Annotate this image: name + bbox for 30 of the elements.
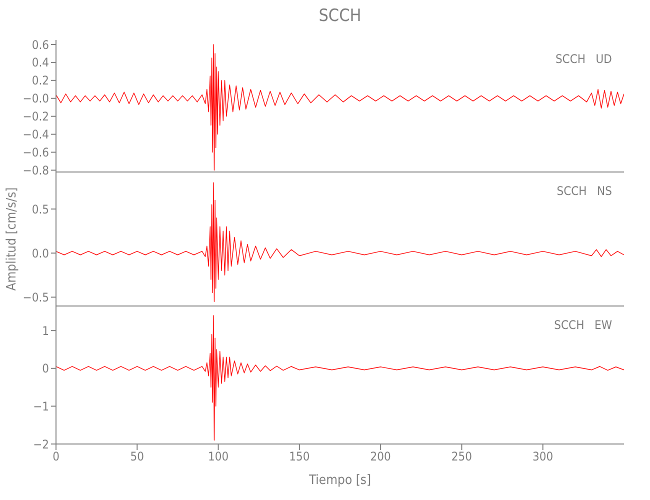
y-tick-label: 0 <box>42 362 50 376</box>
chart-title: SCCH <box>318 6 362 26</box>
x-axis-title: Tiempo [s] <box>308 473 372 488</box>
x-tick-label: 300 <box>532 450 554 464</box>
y-tick-label: −0.6 <box>22 146 50 160</box>
y-tick-label: −0.8 <box>22 163 50 178</box>
x-tick-label: 100 <box>208 450 229 464</box>
y-tick-label: −0.4 <box>22 128 50 142</box>
y-tick-label: 0.2 <box>32 74 49 88</box>
y-axis-title: Amplitud [cm/s/s] <box>4 187 20 291</box>
y-tick-label: 0.6 <box>32 38 50 52</box>
y-tick-label: −0.5 <box>22 290 49 304</box>
x-tick-label: 200 <box>370 450 391 464</box>
x-tick-label: 0 <box>52 450 60 464</box>
y-tick-label: −1 <box>33 399 49 414</box>
x-tick-label: 50 <box>130 450 144 464</box>
y-tick-label: −0.0 <box>22 92 50 106</box>
x-tick-label: 250 <box>451 450 472 464</box>
y-tick-label: −0.2 <box>22 110 49 124</box>
y-tick-label: 0.0 <box>32 246 50 260</box>
line-series <box>56 182 624 302</box>
annotation: SCCH UD <box>555 52 612 66</box>
y-tick-label: 0.4 <box>32 56 50 70</box>
line-series <box>56 315 624 441</box>
annotation: SCCH NS <box>556 184 612 198</box>
y-tick-label: 0.5 <box>32 202 49 216</box>
annotation: SCCH EW <box>554 318 612 332</box>
x-tick-label: 150 <box>289 450 310 464</box>
y-tick-label: 1 <box>42 324 49 338</box>
y-tick-label: −2 <box>33 437 49 452</box>
